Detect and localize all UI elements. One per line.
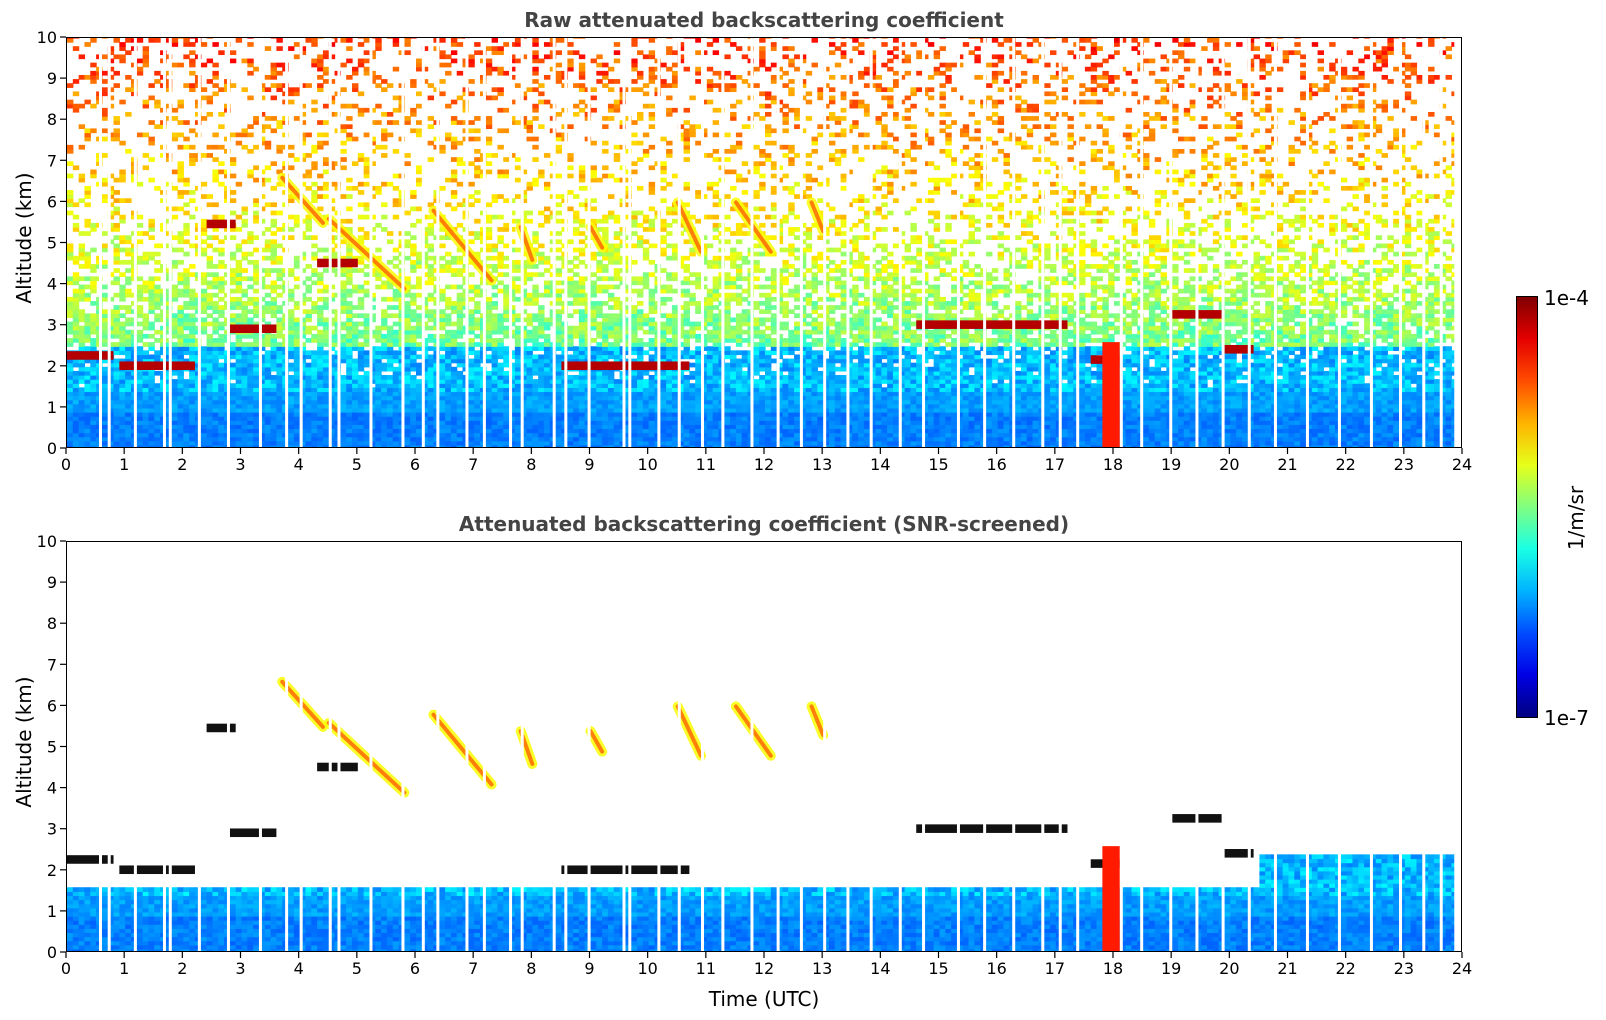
x-tick-label: 7 [468, 455, 478, 474]
y-tick-label: 0 [47, 439, 57, 458]
x-tick-label: 0 [61, 959, 71, 978]
x-tick-label: 11 [696, 959, 716, 978]
x-tick-label: 18 [1103, 959, 1123, 978]
y-tick-label: 2 [47, 357, 57, 376]
colorbar [1516, 296, 1538, 718]
x-axis-label: Time (UTC) [708, 987, 820, 1011]
x-tick-label: 10 [637, 959, 657, 978]
x-tick-label: 7 [468, 959, 478, 978]
x-tick-label: 3 [235, 959, 245, 978]
y-tick-label: 5 [47, 738, 57, 757]
y-tick-label: 9 [47, 69, 57, 88]
x-tick-label: 19 [1161, 455, 1181, 474]
x-tick-label: 2 [177, 959, 187, 978]
x-tick-label: 5 [352, 959, 362, 978]
y-tick-label: 1 [47, 398, 57, 417]
y-tick-label: 8 [47, 110, 57, 129]
y-tick-label: 9 [47, 573, 57, 592]
x-tick-label: 4 [294, 455, 304, 474]
y-tick-label: 5 [47, 234, 57, 253]
y-tick-label: 10 [37, 532, 57, 551]
x-tick-label: 8 [526, 455, 536, 474]
x-tick-label: 13 [812, 959, 832, 978]
x-tick-label: 5 [352, 455, 362, 474]
x-tick-label: 23 [1394, 455, 1414, 474]
y-tick-label: 7 [47, 151, 57, 170]
x-tick-label: 12 [754, 959, 774, 978]
y-tick-label: 7 [47, 655, 57, 674]
y-tick-label: 3 [47, 820, 57, 839]
x-tick-label: 6 [410, 959, 420, 978]
x-tick-label: 24 [1452, 959, 1472, 978]
x-tick-label: 8 [526, 959, 536, 978]
x-tick-label: 17 [1045, 455, 1065, 474]
bottom-y-axis-label: Altitude (km) [12, 676, 36, 808]
x-tick-label: 24 [1452, 455, 1472, 474]
y-tick-label: 3 [47, 316, 57, 335]
y-tick-label: 2 [47, 861, 57, 880]
top-plot-area [66, 37, 1462, 448]
top-panel-title: Raw attenuated backscattering coefficien… [524, 8, 1004, 32]
x-tick-label: 9 [584, 959, 594, 978]
x-tick-label: 15 [928, 959, 948, 978]
bottom-heatmap [67, 542, 1461, 951]
x-tick-label: 6 [410, 455, 420, 474]
y-tick-label: 6 [47, 192, 57, 211]
y-tick-label: 8 [47, 614, 57, 633]
y-tick-label: 1 [47, 902, 57, 921]
colorbar-unit-label: 1/m/sr [1564, 485, 1588, 551]
y-tick-label: 10 [37, 28, 57, 47]
y-tick-label: 0 [47, 943, 57, 962]
x-tick-label: 3 [235, 455, 245, 474]
top-heatmap [67, 38, 1461, 447]
x-tick-label: 19 [1161, 959, 1181, 978]
x-tick-label: 16 [986, 455, 1006, 474]
colorbar-max-label: 1e-4 [1544, 286, 1589, 310]
x-tick-label: 23 [1394, 959, 1414, 978]
x-tick-label: 11 [696, 455, 716, 474]
x-tick-label: 10 [637, 455, 657, 474]
x-tick-label: 14 [870, 959, 890, 978]
x-tick-label: 9 [584, 455, 594, 474]
x-tick-label: 14 [870, 455, 890, 474]
x-tick-label: 22 [1335, 455, 1355, 474]
y-tick-label: 4 [47, 779, 57, 798]
x-tick-label: 20 [1219, 959, 1239, 978]
x-tick-label: 12 [754, 455, 774, 474]
x-tick-label: 21 [1277, 959, 1297, 978]
x-tick-label: 18 [1103, 455, 1123, 474]
x-tick-label: 2 [177, 455, 187, 474]
bottom-plot-area [66, 541, 1462, 952]
x-tick-label: 15 [928, 455, 948, 474]
bottom-panel-title: Attenuated backscattering coefficient (S… [458, 512, 1070, 536]
x-tick-label: 21 [1277, 455, 1297, 474]
x-tick-label: 20 [1219, 455, 1239, 474]
y-tick-label: 6 [47, 696, 57, 715]
x-tick-label: 22 [1335, 959, 1355, 978]
x-tick-label: 1 [119, 455, 129, 474]
x-tick-label: 13 [812, 455, 832, 474]
colorbar-min-label: 1e-7 [1544, 706, 1589, 730]
x-tick-label: 4 [294, 959, 304, 978]
y-tick-label: 4 [47, 275, 57, 294]
x-tick-label: 0 [61, 455, 71, 474]
x-tick-label: 17 [1045, 959, 1065, 978]
x-tick-label: 16 [986, 959, 1006, 978]
x-tick-label: 1 [119, 959, 129, 978]
